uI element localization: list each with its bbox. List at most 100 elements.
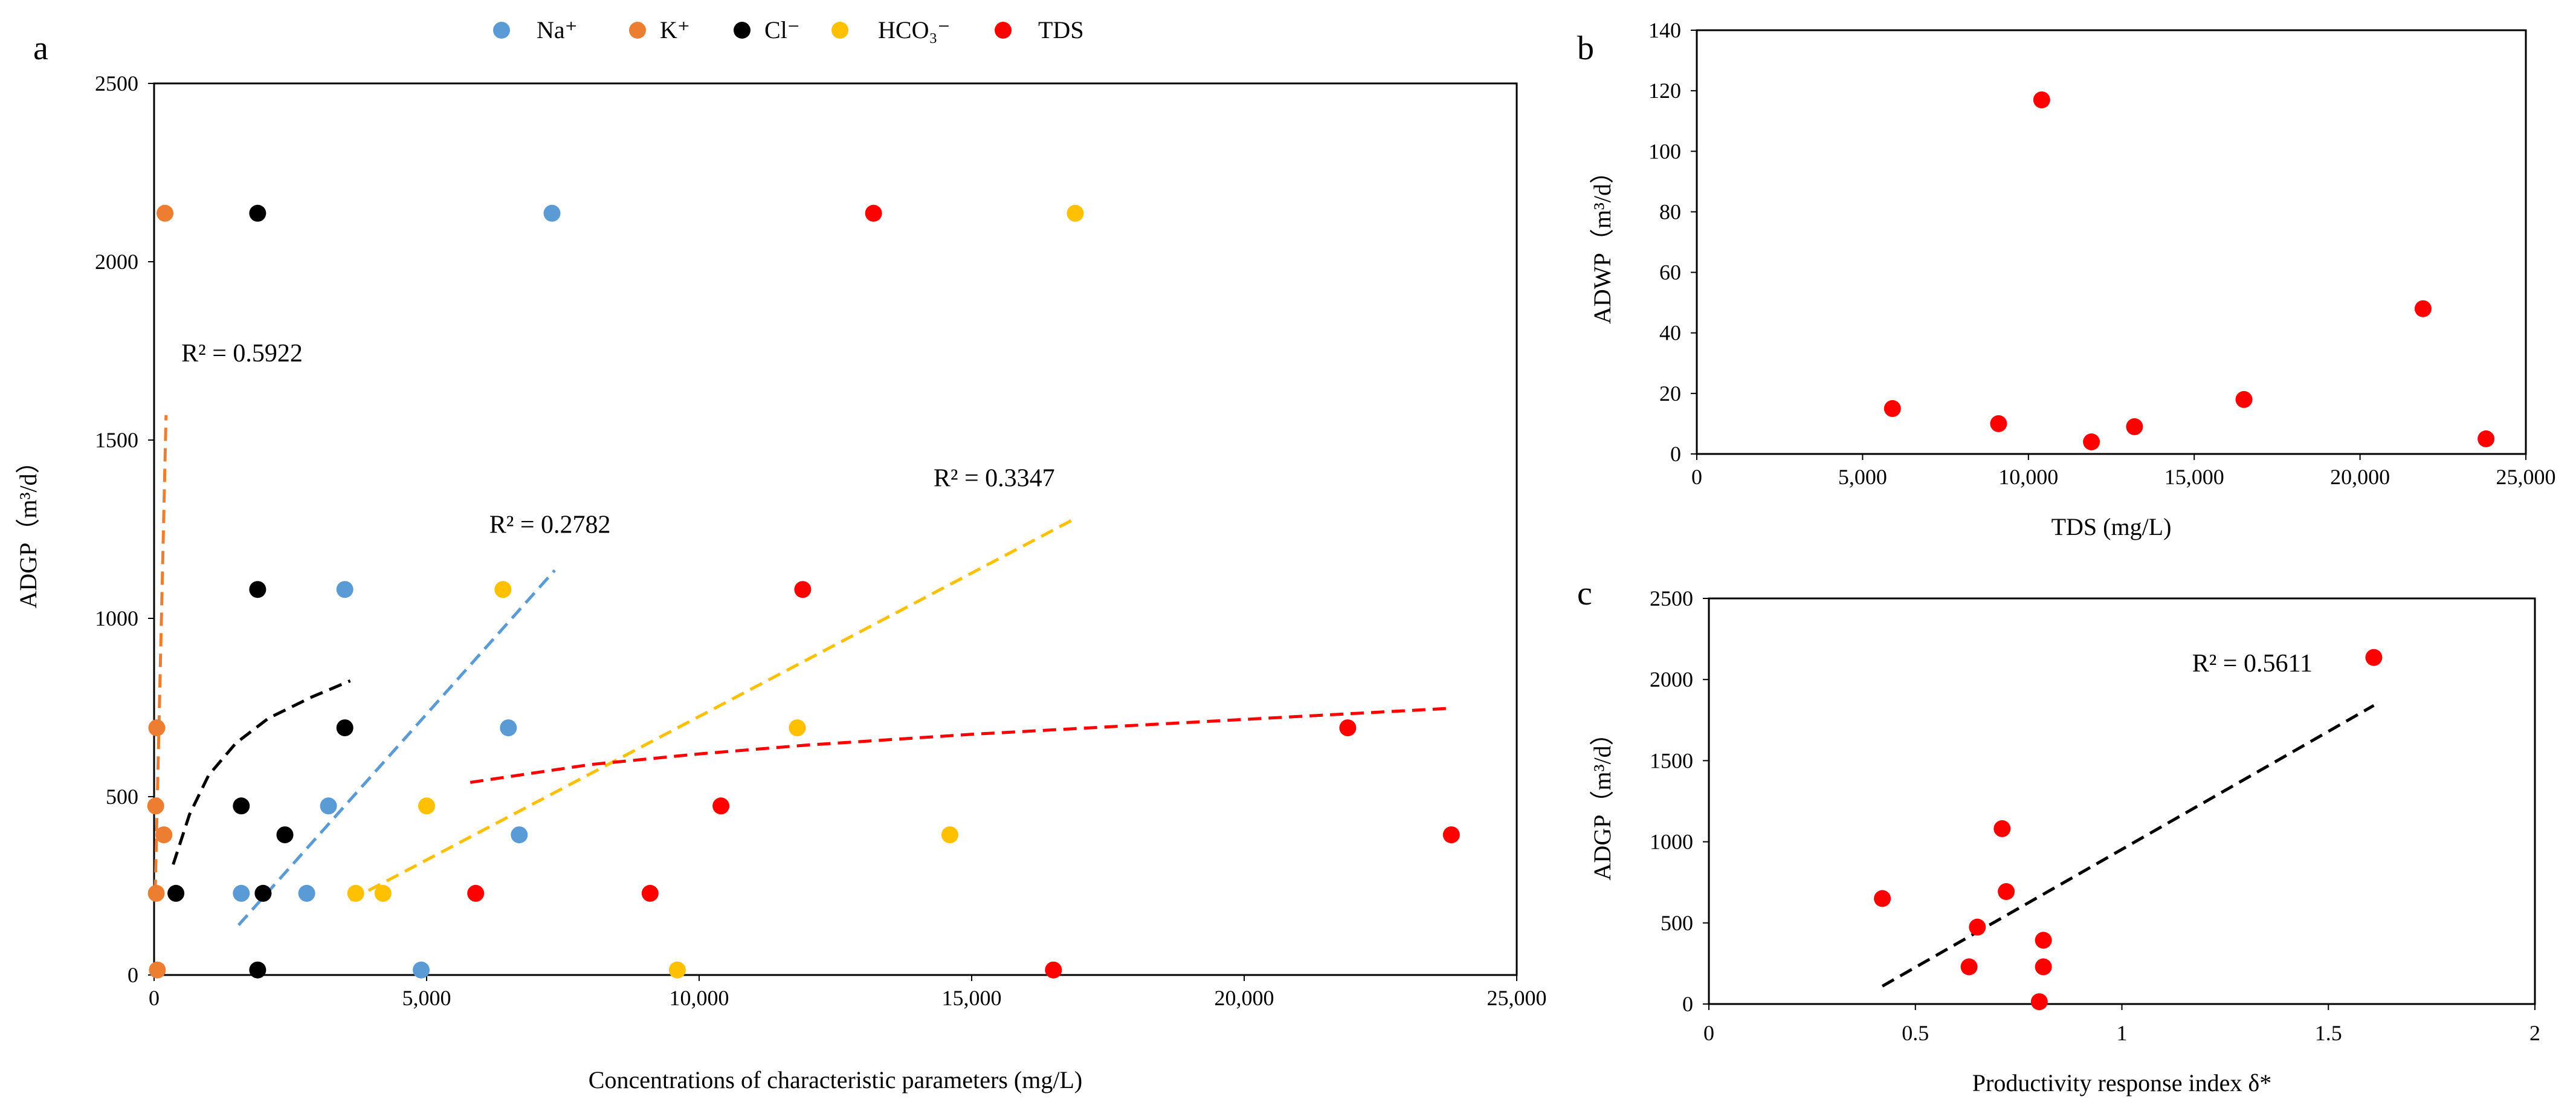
panel-a-point-tds	[865, 204, 882, 222]
panel-c-point-	[2035, 958, 2052, 976]
panel-label-b: b	[1577, 30, 1594, 67]
panel-b-point-tds	[2235, 390, 2253, 408]
panel-a-point-cl	[249, 204, 266, 222]
panel-a-y-tick-label: 2500	[95, 71, 138, 96]
panel-c-r-squared-label: R² = 0.5611	[2192, 650, 2313, 678]
legend-marker-hco3	[831, 22, 848, 39]
panel-c-y-tick-label: 500	[1661, 911, 1693, 935]
panel-a-point-cl	[254, 884, 272, 902]
panel-a-point-tds	[467, 884, 485, 902]
panel-a-point-tds	[1339, 719, 1357, 737]
panel-a-point-cl	[233, 797, 250, 815]
panel-b-y-tick-label: 100	[1648, 139, 1681, 163]
panel-b-point-tds	[2478, 430, 2495, 447]
panel-b-y-tick-label: 120	[1648, 79, 1681, 103]
panel-a-x-tick-label: 10,000	[670, 986, 729, 1010]
panel-a-x-axis-title: Concentrations of characteristic paramet…	[589, 1066, 1082, 1093]
panel-b-point-tds	[2083, 433, 2100, 450]
panel-c-point-	[2035, 931, 2052, 949]
panel-a-point-tds	[1045, 961, 1062, 979]
panel-b-y-tick-label: 20	[1659, 381, 1681, 406]
panel-c-trendline-	[1881, 704, 2375, 988]
panel-a-trendline-tds	[470, 707, 1451, 784]
panel-b-y-axis-title: ADWP（m³/d）	[1589, 160, 1616, 324]
legend-label-hco3: HCO₃⁻	[878, 16, 951, 44]
legend-marker-k	[629, 22, 646, 39]
legend-label-k: K⁺	[660, 16, 690, 44]
panel-a-point-k	[148, 719, 166, 737]
panel-a-x-tick-label: 20,000	[1215, 986, 1274, 1010]
panel-label-a: a	[33, 30, 48, 67]
panel-b-point-tds	[1884, 400, 1901, 417]
panel-b-y-tick-label: 140	[1648, 18, 1681, 42]
panel-a-point-cl	[276, 826, 294, 844]
panel-a-point-hco3	[1067, 204, 1084, 222]
legend-item-tds: TDS	[995, 16, 1084, 44]
legend-item-k: K⁺	[629, 16, 690, 44]
legend-label-tds: TDS	[1038, 16, 1084, 44]
panel-c-y-tick-label: 1500	[1650, 748, 1693, 773]
panel-b-plot-frame	[1696, 29, 2527, 455]
legend-item-na: Na⁺	[493, 16, 578, 44]
panel-a-point-hco3	[668, 961, 686, 979]
panel-a-point-tds	[712, 797, 730, 815]
panel-c-y-axis-title: ADGP（m³/d）	[1589, 721, 1616, 880]
panel-b-y-tick-label: 40	[1659, 321, 1681, 345]
panel-a-y-axis-title: ADGP（m³/d）	[15, 449, 42, 608]
panel-a-point-cl	[167, 884, 185, 902]
panel-a-x-tick-label: 25,000	[1487, 986, 1547, 1010]
panel-b-point-tds	[1990, 415, 2007, 432]
panel-c-x-tick-label: 0.5	[1902, 1021, 1929, 1045]
panel-a-point-hco3	[941, 826, 958, 844]
panel-a-x-tick-label: 0	[149, 986, 160, 1010]
panel-b-y-tick-label: 60	[1659, 261, 1681, 285]
panel-a-y-tick-label: 500	[106, 785, 138, 809]
panel-a-point-k	[157, 204, 173, 222]
panel-a-point-hco3	[789, 719, 806, 737]
panel-c-y-tick-label: 2000	[1650, 667, 1693, 692]
panel-b-x-tick-label: 10,000	[1998, 465, 2058, 489]
panel-a-point-k	[149, 961, 166, 979]
panel-a-point-tds	[794, 581, 812, 598]
panel-a-point-k	[147, 797, 164, 815]
panel-a-point-hco3	[418, 797, 435, 815]
panel-c-x-tick-label: 1.5	[2315, 1021, 2342, 1045]
legend-marker-tds	[995, 22, 1012, 39]
panel-a-x-tick-label: 15,000	[942, 986, 1002, 1010]
panel-label-c: c	[1577, 575, 1592, 612]
panel-c-x-tick-label: 0	[1703, 1021, 1714, 1045]
panel-a-trendline-na	[237, 569, 556, 927]
panel-a-point-cl	[336, 719, 353, 737]
panel-a-y-tick-label: 1500	[95, 428, 138, 452]
panel-b-y-tick-label: 0	[1670, 442, 1681, 466]
panel-c-point-	[1874, 890, 1891, 907]
panel-c-x-tick-label: 2	[2529, 1021, 2540, 1045]
chart-panel-c: 0 0.5 1 1.5 2 0 500 1000 1500 2000 2500 Productivit…	[1589, 586, 2540, 1096]
panel-b-point-tds	[2126, 418, 2143, 435]
panel-b-point-tds	[2033, 91, 2050, 109]
panel-a-r-squared-label: R² = 0.3347	[934, 465, 1055, 493]
panel-a-point-hco3	[494, 581, 512, 598]
panel-a-x-tick-label: 5,000	[402, 986, 451, 1010]
panel-a-point-na	[413, 961, 430, 979]
panel-c-y-tick-label: 0	[1682, 992, 1693, 1016]
panel-a-point-tds	[1442, 826, 1460, 844]
panel-a-point-na	[233, 884, 250, 902]
panel-a-y-tick-label: 1000	[95, 606, 138, 630]
panel-b-x-tick-label: 5,000	[1838, 465, 1887, 489]
chart-panel-b: 0 5,000 10,000 15,000 20,000 25,000 0 20 40 60 80 1…	[1589, 18, 2556, 540]
panel-b-x-tick-label: 25,000	[2496, 465, 2556, 489]
panel-a-point-cl	[249, 961, 266, 979]
panel-a-point-tds	[641, 884, 659, 902]
panel-b-point-tds	[2414, 300, 2432, 317]
panel-c-x-tick-label: 1	[2117, 1021, 2128, 1045]
panel-a-trendline-hco3	[349, 517, 1076, 902]
panel-a-r-squared-label: R² = 0.5922	[181, 340, 303, 368]
legend-item-hco3: HCO₃⁻	[831, 16, 951, 44]
panel-b-x-tick-label: 20,000	[2330, 465, 2390, 489]
panel-c-y-tick-label: 2500	[1650, 586, 1693, 611]
panel-c-point-	[2365, 649, 2383, 666]
panel-a-point-hco3	[374, 884, 392, 902]
legend-item-cl: Cl⁻	[734, 16, 800, 44]
